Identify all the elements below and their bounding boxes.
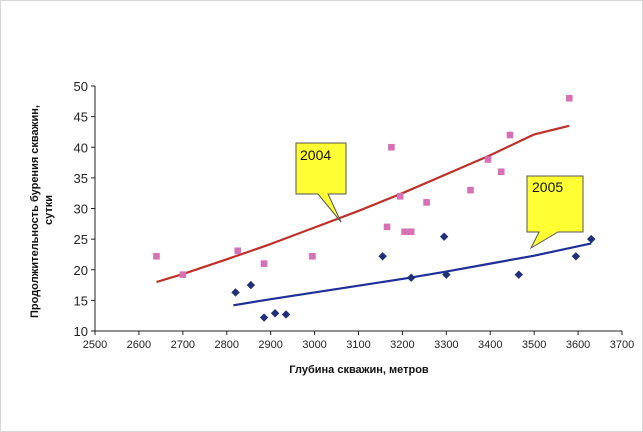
y-tick-label: 30	[74, 202, 88, 217]
x-tick-label: 2600	[127, 339, 151, 351]
x-tick-label: 3600	[566, 339, 590, 351]
y-tick-label: 50	[74, 79, 88, 94]
point-2004	[497, 168, 505, 176]
data-points	[153, 94, 596, 322]
y-tick-label: 45	[74, 110, 88, 125]
point-2004	[407, 228, 415, 236]
axes	[91, 85, 623, 335]
point-2005	[259, 313, 269, 322]
x-tick-label: 2800	[215, 339, 239, 351]
x-tick-label: 2700	[171, 339, 195, 351]
x-tick-label: 3200	[390, 339, 414, 351]
point-2004	[423, 199, 430, 206]
point-2005	[270, 309, 280, 318]
x-tick-label: 3100	[346, 339, 370, 351]
x-tick-label: 2500	[83, 339, 107, 351]
x-tick-label: 3700	[610, 339, 634, 351]
point-2004	[309, 252, 316, 260]
point-2005	[571, 252, 581, 261]
x-tick-label: 3400	[478, 339, 502, 351]
point-2004	[566, 94, 573, 102]
point-2005	[231, 288, 240, 297]
point-2005	[378, 252, 387, 261]
y-axis-title-line-2: сутки	[43, 195, 55, 225]
y-tick-label: 20	[74, 263, 88, 278]
point-2005	[587, 234, 596, 244]
point-2004	[467, 186, 474, 194]
y-tick-label: 10	[74, 324, 88, 339]
callout-box-2004	[295, 142, 347, 223]
point-2005	[246, 280, 256, 290]
x-tick-label: 3500	[522, 339, 546, 351]
y-tick-label: 15	[74, 293, 88, 308]
y-tick-label: 25	[74, 232, 88, 247]
x-tick-label: 3000	[302, 339, 326, 351]
y-axis-title: Продолжительность бурения скважин, сутки	[29, 102, 55, 318]
point-2005	[281, 310, 291, 319]
trend-line-2004	[156, 124, 570, 284]
callout-box-2005	[526, 175, 584, 250]
x-tick-label: 2900	[258, 339, 282, 351]
point-2005	[514, 270, 523, 279]
callout-label-2004: 2004	[300, 147, 331, 163]
point-2005	[442, 270, 451, 279]
callout-label-2005: 2005	[532, 179, 563, 195]
point-2004	[484, 156, 492, 163]
point-2005	[407, 273, 416, 282]
point-2004	[388, 143, 395, 151]
point-2004	[260, 260, 268, 267]
point-2004	[179, 271, 187, 278]
point-2004	[401, 228, 408, 236]
y-tick-label: 35	[74, 171, 88, 186]
trend-line-2005	[233, 242, 592, 307]
y-tick-label: 40	[74, 140, 88, 155]
point-2004	[506, 131, 514, 139]
point-2005	[439, 232, 449, 241]
y-axis-title-line-1: Продолжительность бурения скважин,	[29, 105, 41, 318]
trend-lines	[156, 124, 592, 307]
point-2004	[153, 252, 160, 260]
point-2004	[383, 223, 391, 231]
tick-labels: 10 15 20 25 30 35 40 45 50 2500 2600 2700 2800 2900 30…	[74, 79, 635, 351]
point-2004	[234, 247, 242, 255]
callouts: 2004 2005	[295, 142, 584, 250]
x-axis-title: Глубина скважин, метров	[289, 364, 429, 376]
x-tick-label: 3300	[434, 339, 458, 351]
point-2004	[396, 192, 404, 200]
